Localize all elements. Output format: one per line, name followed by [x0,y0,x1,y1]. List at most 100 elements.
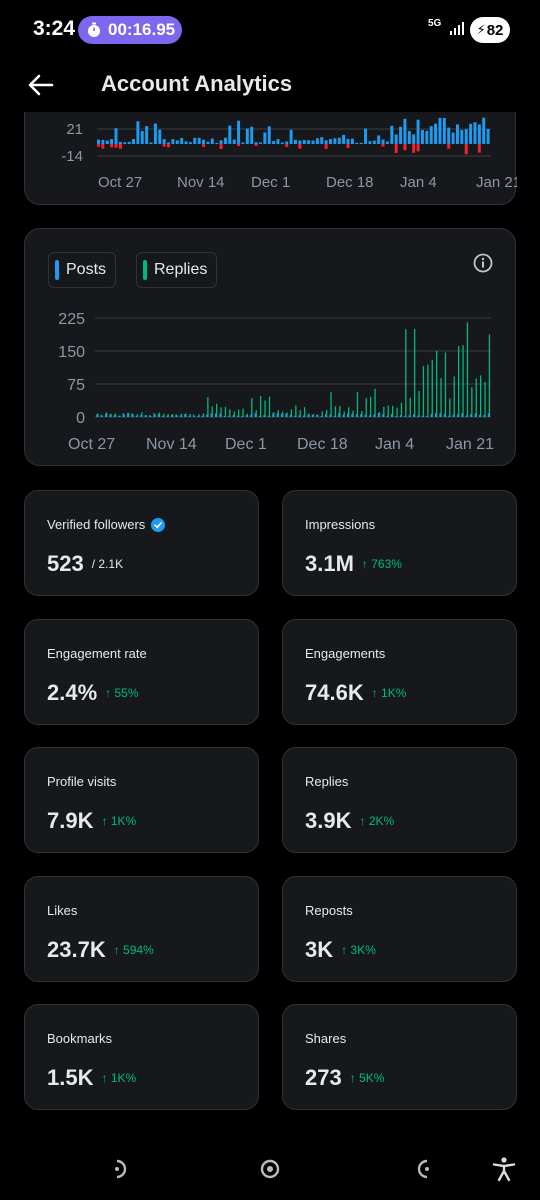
chart-bar [101,144,105,149]
chart-bar [442,117,446,144]
stat-card[interactable]: Engagement rate 2.4% ↑ 55% [24,618,259,725]
posts-bar [96,414,98,417]
chart-bar [118,144,122,149]
x-tick-label: Dec 1 [225,436,267,453]
x-tick-label: Oct 27 [68,436,115,453]
y-tick-label: 150 [58,344,85,361]
chart-bar [250,126,254,144]
info-icon[interactable] [472,252,494,274]
posts-bar [197,415,199,417]
replies-bar [409,397,411,417]
posts-bar [487,413,490,417]
chart-bar [123,142,127,144]
chart-bar [302,140,306,144]
replies-bar [255,410,257,417]
chart-bar [184,141,188,144]
chart-bar [254,144,258,147]
replies-bar [471,387,473,417]
x-tick-label: Dec 1 [251,174,290,191]
chart-bar [473,122,477,144]
back-nav-icon[interactable] [104,1156,130,1182]
chart-bar [167,142,171,144]
legend-posts[interactable]: Posts [48,252,117,288]
chart-bar [372,140,376,144]
chart-bar [329,139,332,144]
recents-nav-icon[interactable] [410,1156,436,1182]
stat-card[interactable]: Bookmarks 1.5K ↑ 1K% [24,1004,259,1110]
home-nav-icon[interactable] [257,1156,283,1182]
replies-bar [277,410,279,417]
chart-bar [477,144,481,153]
timer-text: 00:16.95 [108,20,176,39]
posts-bar [250,414,252,417]
replies-bar [268,396,271,417]
posts-bar [461,413,463,417]
stat-card[interactable]: Reposts 3K ↑ 3K% [282,875,517,982]
back-button[interactable] [26,70,56,100]
posts-bar [109,414,111,417]
posts-bar [122,413,124,417]
chart-bar [412,144,416,153]
replies-bar [440,378,442,417]
stat-card[interactable]: Impressions 3.1M ↑ 763% [282,490,517,596]
stat-value: 74.6K ↑ 1K% [305,680,406,706]
chart-bar [438,117,442,144]
stat-label: Likes [47,903,77,918]
posts-bar [272,413,274,417]
posts-bar [325,414,327,417]
stat-label-text: Engagement rate [47,645,147,661]
stat-card[interactable]: Verified followers 523 / 2.1K [24,490,259,596]
stat-label-text: Shares [305,1031,347,1046]
chart-bar [420,129,424,144]
chart-bar [285,141,289,144]
posts-bar [452,414,454,417]
status-time: 3:24 [33,17,76,40]
replies-bar [321,411,323,417]
posts-bar [232,415,234,417]
chart-bar [298,140,302,144]
verified-badge-icon [151,517,166,532]
stat-card[interactable]: Shares 273 ↑ 5K% [282,1004,517,1110]
replies-bar [488,334,491,417]
replies-bar [260,396,262,417]
x-tick-label: Jan 21 [446,436,494,453]
timer-pill[interactable]: 00:16.95 [78,16,182,44]
legend-replies[interactable]: Replies [136,252,218,288]
x-tick-label: Dec 18 [326,174,374,191]
legend-posts-label: Posts [66,261,107,278]
stat-value: 7.9K ↑ 1K% [47,808,136,834]
stat-card[interactable]: Likes 23.7K ↑ 594% [24,875,259,982]
stat-value: 273 ↑ 5K% [305,1065,384,1091]
replies-bar [246,413,249,417]
chart-bar [346,139,350,144]
chart-bar [215,142,219,144]
chart-bar [241,142,245,144]
posts-bar [417,415,419,417]
chart-bar [337,137,341,144]
chart-bar [320,137,324,144]
chart-bar [464,144,468,155]
stat-card[interactable]: Profile visits 7.9K ↑ 1K% [24,747,259,853]
posts-bar [263,415,265,417]
chart-bar [434,123,438,144]
chart-bar [460,130,464,144]
posts-bar [426,415,428,417]
replies-swatch [143,260,147,280]
posts-bar [166,415,168,417]
charging-icon: ⚡ [476,22,486,37]
replies-bar [207,397,209,417]
replies-bar [123,414,125,417]
stat-card[interactable]: Replies 3.9K ↑ 2K% [282,747,517,853]
chart-bar [412,134,416,144]
stat-card[interactable]: Engagements 74.6K ↑ 1K% [282,618,517,725]
accessibility-icon[interactable] [491,1156,517,1182]
posts-bar [369,415,371,417]
chart-bar [140,130,144,144]
posts-bar [351,413,353,417]
replies-bar [299,410,301,417]
stat-value-text: 3.1M [305,551,354,576]
posts-bar [430,413,432,417]
chart-bar [101,139,105,144]
chart-bar [469,123,473,144]
posts-bar [364,414,366,417]
